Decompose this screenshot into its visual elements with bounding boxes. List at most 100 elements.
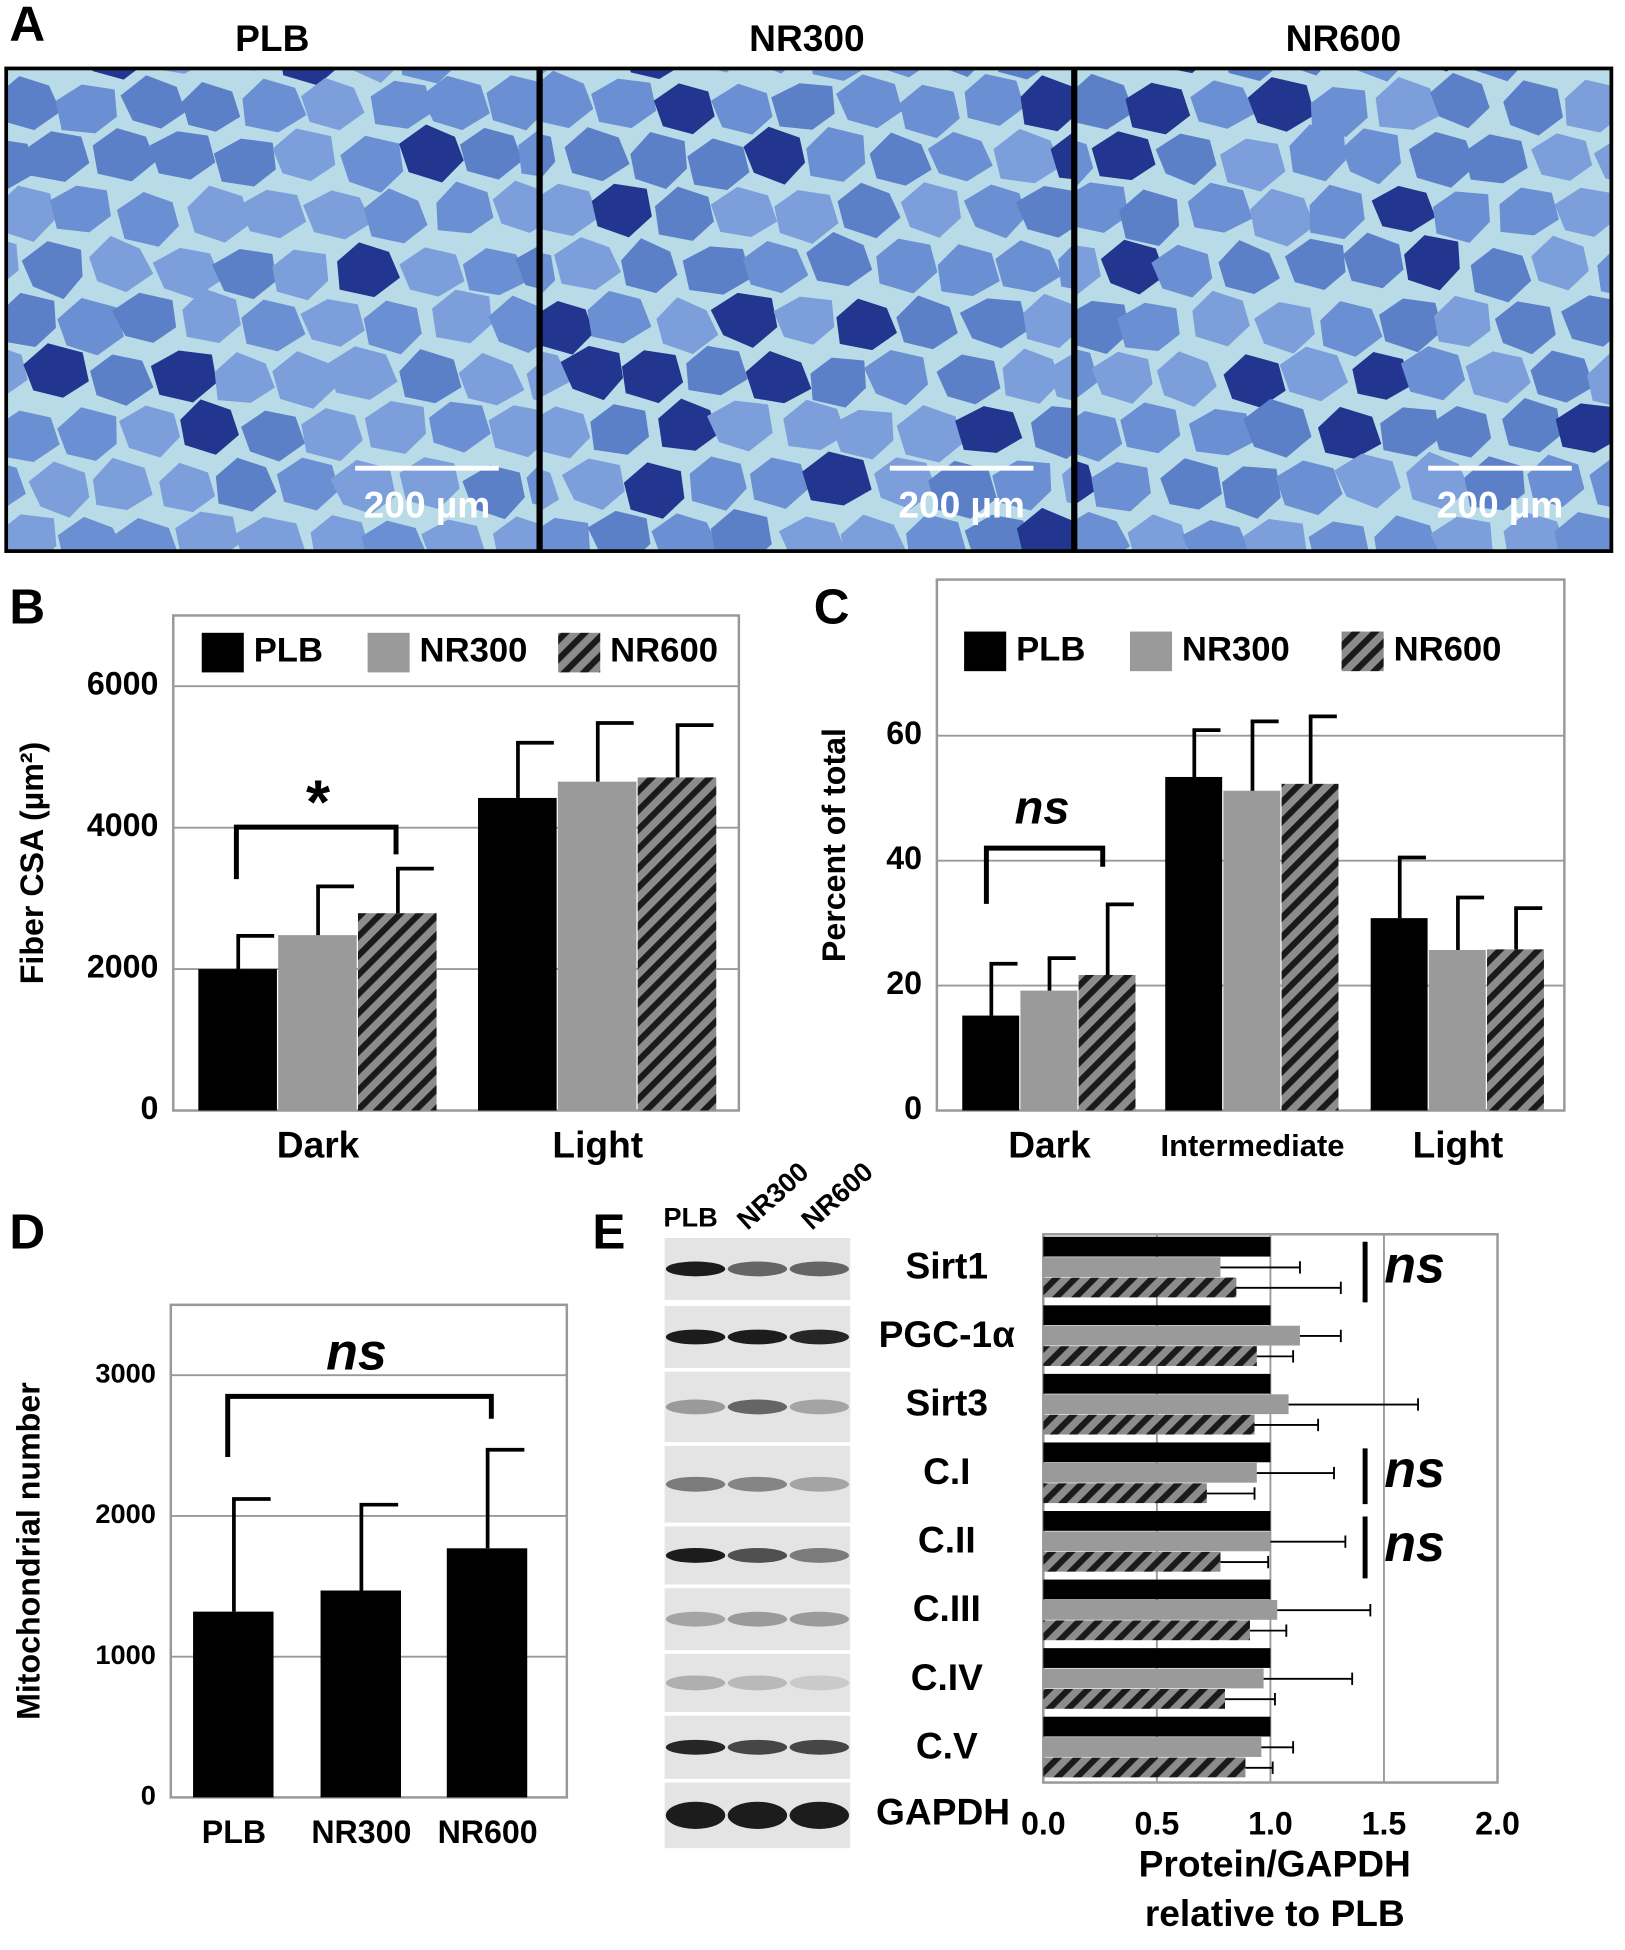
fiber xyxy=(1117,302,1180,351)
y-tick-label: Sirt1 xyxy=(906,1244,988,1286)
fiber xyxy=(180,399,239,455)
fiber xyxy=(773,296,835,345)
bar xyxy=(1043,1600,1278,1620)
blot-band xyxy=(665,1739,726,1755)
y-tick-label: 20 xyxy=(886,965,922,1001)
blot-band xyxy=(727,1476,788,1492)
fiber xyxy=(1531,235,1589,291)
bar xyxy=(1078,974,1136,1111)
fiber xyxy=(653,83,715,135)
y-tick-label: PGC-1α xyxy=(879,1313,1015,1355)
fiber xyxy=(591,78,657,129)
legend-label: PLB xyxy=(254,632,323,670)
y-tick-label: 0 xyxy=(141,1780,156,1811)
significance-bracket xyxy=(225,1393,494,1458)
fiber xyxy=(1155,133,1217,186)
legend-label: NR300 xyxy=(1182,631,1290,669)
fiber xyxy=(1564,79,1612,133)
fiber xyxy=(1254,301,1315,354)
fiber xyxy=(540,253,556,295)
fiber xyxy=(55,84,117,134)
bar xyxy=(446,1548,528,1798)
fiber xyxy=(6,292,56,348)
fiber xyxy=(239,189,307,239)
fiber xyxy=(689,456,747,511)
panel-label: C xyxy=(814,580,850,635)
fiber xyxy=(1275,460,1343,516)
bar xyxy=(1165,776,1223,1111)
fiber xyxy=(492,180,539,233)
fiber xyxy=(301,77,365,131)
fiber xyxy=(1002,348,1061,404)
fiber xyxy=(119,405,181,458)
significance-bracket xyxy=(983,845,1106,904)
fiber xyxy=(1593,142,1612,180)
fiber xyxy=(1503,80,1563,136)
legend-label: PLB xyxy=(1016,631,1085,669)
fiber xyxy=(540,406,591,459)
fiber xyxy=(6,410,60,463)
blot-band xyxy=(789,1548,850,1563)
fiber xyxy=(1309,184,1365,240)
y-tick-label: 60 xyxy=(886,715,922,751)
bar xyxy=(1043,1414,1255,1435)
fiber xyxy=(629,68,677,79)
fiber xyxy=(963,184,1026,239)
fiber xyxy=(241,299,306,352)
fiber xyxy=(1431,405,1492,458)
fiber xyxy=(710,186,778,238)
panel-label: D xyxy=(9,1205,45,1260)
fiber xyxy=(928,460,997,519)
fiber xyxy=(399,349,462,404)
fiber xyxy=(57,407,117,461)
fiber xyxy=(955,406,1023,453)
fiber xyxy=(458,352,525,406)
fiber xyxy=(1182,520,1250,552)
fiber xyxy=(1470,247,1532,303)
fiber xyxy=(710,292,778,348)
fiber xyxy=(774,190,839,244)
fiber xyxy=(1561,295,1612,347)
fiber xyxy=(1030,406,1074,460)
x-tick-label: 2.0 xyxy=(1475,1805,1520,1841)
fiber xyxy=(214,352,275,403)
fiber xyxy=(711,83,773,135)
blot-band xyxy=(727,1548,788,1563)
y-axis-label: Mitochondrial number xyxy=(10,1382,46,1720)
fiber xyxy=(181,82,241,132)
x-tick-label: NR300 xyxy=(311,1814,411,1850)
fiber xyxy=(1187,182,1253,233)
significance-label: * xyxy=(306,769,331,838)
fiber xyxy=(57,298,125,356)
fiber xyxy=(1075,411,1123,462)
y-tick-label: 1000 xyxy=(95,1639,156,1670)
fiber xyxy=(995,240,1062,293)
fiber xyxy=(401,68,454,84)
scale-bar-label: 200 µm xyxy=(898,484,1025,526)
fiber xyxy=(1127,514,1188,552)
fiber xyxy=(1531,133,1593,181)
fiber xyxy=(1530,350,1594,403)
fiber xyxy=(993,128,1062,184)
fiber xyxy=(421,75,490,131)
fiber xyxy=(111,517,178,552)
fiber xyxy=(1474,68,1520,82)
panel-label: B xyxy=(9,580,45,635)
fiber xyxy=(310,515,369,552)
fiber xyxy=(707,400,773,452)
fiber xyxy=(492,516,539,552)
bar xyxy=(1043,1346,1257,1366)
bar xyxy=(1487,949,1544,1111)
fiber xyxy=(1499,187,1559,236)
bar xyxy=(1043,1688,1225,1709)
fiber xyxy=(518,129,539,177)
fiber xyxy=(301,408,363,462)
fiber xyxy=(1218,240,1280,295)
blot-row-label: GAPDH xyxy=(876,1791,1010,1833)
fiber xyxy=(23,343,89,398)
fiber xyxy=(92,128,156,182)
fiber xyxy=(1160,458,1222,510)
fiber xyxy=(1075,245,1101,296)
fiber xyxy=(1075,140,1094,188)
legend-label: NR300 xyxy=(420,632,528,670)
